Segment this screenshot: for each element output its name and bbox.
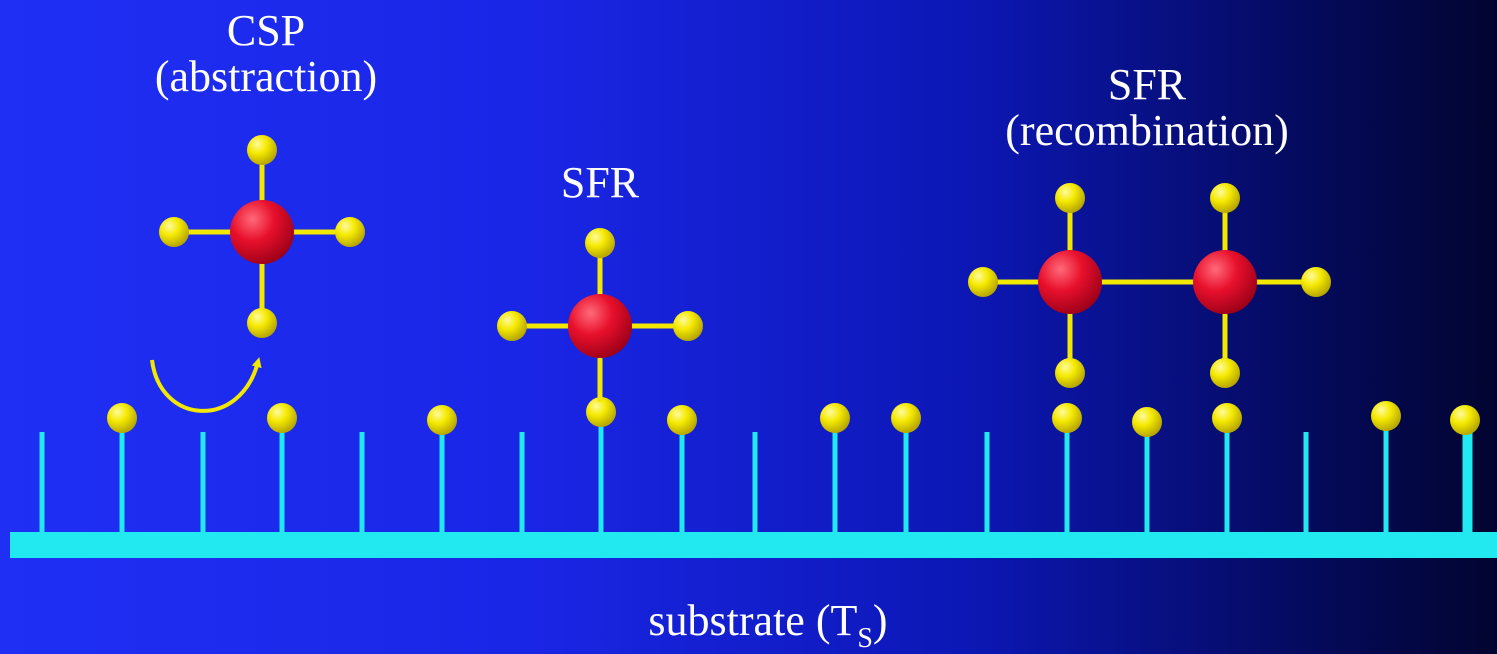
sfr-right-subtitle: (recombination) xyxy=(1005,106,1289,155)
substrate-bar xyxy=(10,532,1497,558)
csp-title: CSP xyxy=(226,6,306,55)
csp-carbon xyxy=(230,200,294,264)
surface-hydrogen xyxy=(1450,405,1480,435)
sfr-right-h-right xyxy=(1301,267,1331,297)
sfr-right-carbon-1 xyxy=(1038,250,1102,314)
surface-hydrogen xyxy=(820,403,850,433)
abstraction-arrow-icon xyxy=(150,357,262,413)
sfr-middle-molecule xyxy=(522,252,680,402)
sfr-right-h-top-2 xyxy=(1210,183,1240,213)
csp-hydrogen-left xyxy=(159,217,189,247)
csp-hydrogen-top xyxy=(247,135,277,165)
sfr-middle-hydrogen-right xyxy=(673,311,703,341)
csp-subtitle: (abstraction) xyxy=(154,52,378,101)
substrate-label-main: substrate (T xyxy=(648,596,858,645)
csp-label: CSP (abstraction) xyxy=(155,8,377,100)
surface-hydrogen xyxy=(891,403,921,433)
sfr-middle-title: SFR xyxy=(560,158,640,207)
sfr-right-h-bottom-1 xyxy=(1055,358,1085,388)
sfr-right-h-left xyxy=(968,267,998,297)
sfr-right-carbon-2 xyxy=(1193,250,1257,314)
sfr-middle-carbon xyxy=(568,294,632,358)
sfr-right-label: SFR (recombination) xyxy=(1005,62,1288,154)
csp-hydrogen-right xyxy=(335,217,365,247)
substrate-label-subscript: S xyxy=(857,623,873,654)
sfr-right-h-bottom-2 xyxy=(1210,358,1240,388)
substrate-posts xyxy=(39,422,1473,532)
csp-molecule xyxy=(182,160,342,315)
surface-hydrogen xyxy=(427,405,457,435)
sfr-right-molecule xyxy=(992,208,1308,365)
sfr-right-h-top-1 xyxy=(1055,183,1085,213)
surface-hydrogen xyxy=(107,403,137,433)
sfr-middle-label: SFR xyxy=(561,160,639,206)
surface-hydrogen xyxy=(586,397,616,427)
surface-hydrogen xyxy=(1371,401,1401,431)
sfr-middle-hydrogen-top xyxy=(585,228,615,258)
substrate-label: substrate (TS) xyxy=(648,596,888,654)
sfr-right-title: SFR xyxy=(1107,60,1187,109)
surface-hydrogen xyxy=(667,405,697,435)
sfr-middle-hydrogen-left xyxy=(497,311,527,341)
surface-hydrogens xyxy=(107,397,1480,437)
surface-hydrogen xyxy=(1052,403,1082,433)
substrate-label-close: ) xyxy=(872,596,888,645)
surface-hydrogen xyxy=(1132,407,1162,437)
csp-hydrogen-bottom xyxy=(247,308,277,338)
surface-hydrogen xyxy=(1212,403,1242,433)
surface-hydrogen xyxy=(267,403,297,433)
